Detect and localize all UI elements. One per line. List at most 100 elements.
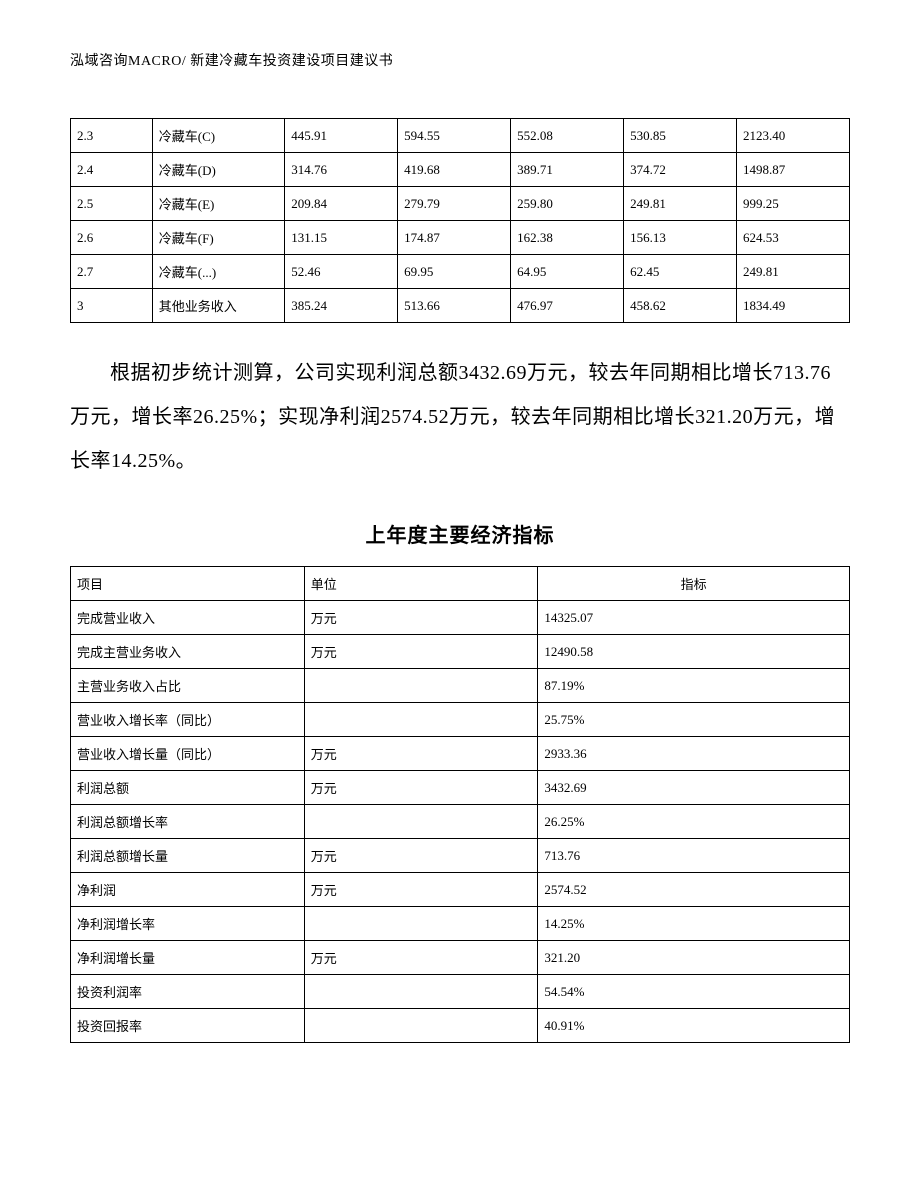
table-row: 完成主营业务收入万元12490.58 — [71, 635, 850, 669]
table-row: 投资利润率 54.54% — [71, 975, 850, 1009]
table-cell: 26.25% — [538, 805, 850, 839]
table-cell — [304, 669, 538, 703]
economic-indicators-table: 项目 单位 指标 完成营业收入万元14325.07完成主营业务收入万元12490… — [70, 566, 850, 1043]
table-cell: 419.68 — [398, 153, 511, 187]
table-cell: 314.76 — [285, 153, 398, 187]
table-cell: 14.25% — [538, 907, 850, 941]
column-header-item: 项目 — [71, 567, 305, 601]
table-cell: 利润总额增长量 — [71, 839, 305, 873]
table-cell: 52.46 — [285, 255, 398, 289]
table-cell: 主营业务收入占比 — [71, 669, 305, 703]
table-cell: 净利润增长量 — [71, 941, 305, 975]
product-revenue-table: 2.3冷藏车(C)445.91594.55552.08530.852123.40… — [70, 118, 850, 323]
table-cell: 209.84 — [285, 187, 398, 221]
table-cell: 其他业务收入 — [152, 289, 284, 323]
table-row: 利润总额万元3432.69 — [71, 771, 850, 805]
table-cell: 999.25 — [737, 187, 850, 221]
table-cell: 12490.58 — [538, 635, 850, 669]
table-cell: 万元 — [304, 635, 538, 669]
table-cell: 万元 — [304, 873, 538, 907]
table-cell: 净利润增长率 — [71, 907, 305, 941]
table-cell: 458.62 — [624, 289, 737, 323]
table-row: 营业收入增长量（同比）万元2933.36 — [71, 737, 850, 771]
table-cell: 476.97 — [511, 289, 624, 323]
table-cell: 54.54% — [538, 975, 850, 1009]
table-row: 利润总额增长量万元713.76 — [71, 839, 850, 873]
table-cell: 713.76 — [538, 839, 850, 873]
table-row: 净利润万元2574.52 — [71, 873, 850, 907]
table-cell: 25.75% — [538, 703, 850, 737]
table-row: 净利润增长量万元321.20 — [71, 941, 850, 975]
page-header: 泓域咨询MACRO/ 新建冷藏车投资建设项目建议书 — [70, 50, 850, 70]
table-cell: 64.95 — [511, 255, 624, 289]
table-cell: 冷藏车(F) — [152, 221, 284, 255]
table-row: 2.3冷藏车(C)445.91594.55552.08530.852123.40 — [71, 119, 850, 153]
section-title: 上年度主要经济指标 — [70, 519, 850, 548]
table-cell: 2.3 — [71, 119, 153, 153]
table-cell — [304, 805, 538, 839]
table-cell: 完成主营业务收入 — [71, 635, 305, 669]
table-row: 利润总额增长率26.25% — [71, 805, 850, 839]
table-cell: 营业收入增长量（同比） — [71, 737, 305, 771]
table-header-row: 项目 单位 指标 — [71, 567, 850, 601]
table-cell — [304, 975, 538, 1009]
table-cell: 2.4 — [71, 153, 153, 187]
table-cell: 321.20 — [538, 941, 850, 975]
table-cell: 2123.40 — [737, 119, 850, 153]
table-cell: 万元 — [304, 601, 538, 635]
table-row: 主营业务收入占比 87.19% — [71, 669, 850, 703]
table-cell: 69.95 — [398, 255, 511, 289]
table-cell: 552.08 — [511, 119, 624, 153]
table-cell: 87.19% — [538, 669, 850, 703]
column-header-unit: 单位 — [304, 567, 538, 601]
table-cell: 2574.52 — [538, 873, 850, 907]
table-cell: 冷藏车(C) — [152, 119, 284, 153]
table-cell — [304, 907, 538, 941]
table-cell: 594.55 — [398, 119, 511, 153]
table-cell: 279.79 — [398, 187, 511, 221]
table-cell: 156.13 — [624, 221, 737, 255]
table-cell: 249.81 — [624, 187, 737, 221]
table-cell: 162.38 — [511, 221, 624, 255]
table-cell: 营业收入增长率（同比） — [71, 703, 305, 737]
table-row: 3其他业务收入385.24513.66476.97458.621834.49 — [71, 289, 850, 323]
table-row: 2.4冷藏车(D)314.76419.68389.71374.721498.87 — [71, 153, 850, 187]
table-cell: 3 — [71, 289, 153, 323]
table-cell: 1834.49 — [737, 289, 850, 323]
table-cell: 投资回报率 — [71, 1009, 305, 1043]
table-cell — [304, 703, 538, 737]
table-cell: 624.53 — [737, 221, 850, 255]
table-cell: 万元 — [304, 737, 538, 771]
table-cell: 投资利润率 — [71, 975, 305, 1009]
table-cell: 利润总额 — [71, 771, 305, 805]
table-row: 营业收入增长率（同比） 25.75% — [71, 703, 850, 737]
table-cell: 385.24 — [285, 289, 398, 323]
summary-paragraph: 根据初步统计测算，公司实现利润总额3432.69万元，较去年同期相比增长713.… — [70, 351, 850, 483]
table-cell: 万元 — [304, 839, 538, 873]
table-cell: 万元 — [304, 941, 538, 975]
table-cell: 14325.07 — [538, 601, 850, 635]
table-cell: 2.7 — [71, 255, 153, 289]
table-row: 净利润增长率 14.25% — [71, 907, 850, 941]
table-cell: 62.45 — [624, 255, 737, 289]
table-cell: 2.5 — [71, 187, 153, 221]
table-cell: 131.15 — [285, 221, 398, 255]
header-text: 泓域咨询MACRO/ 新建冷藏车投资建设项目建议书 — [70, 54, 393, 69]
table-row: 2.6冷藏车(F)131.15174.87162.38156.13624.53 — [71, 221, 850, 255]
table-cell: 3432.69 — [538, 771, 850, 805]
table-cell: 259.80 — [511, 187, 624, 221]
table-cell: 174.87 — [398, 221, 511, 255]
table-cell: 净利润 — [71, 873, 305, 907]
table-cell: 249.81 — [737, 255, 850, 289]
table-row: 2.5冷藏车(E)209.84279.79259.80249.81999.25 — [71, 187, 850, 221]
table-row: 投资回报率40.91% — [71, 1009, 850, 1043]
section-title-text: 上年度主要经济指标 — [366, 525, 555, 547]
table-row: 完成营业收入万元14325.07 — [71, 601, 850, 635]
table-cell: 2.6 — [71, 221, 153, 255]
table-cell — [304, 1009, 538, 1043]
paragraph-text: 根据初步统计测算，公司实现利润总额3432.69万元，较去年同期相比增长713.… — [70, 362, 835, 472]
table-cell: 2933.36 — [538, 737, 850, 771]
table-cell: 1498.87 — [737, 153, 850, 187]
table-row: 2.7冷藏车(...)52.4669.9564.9562.45249.81 — [71, 255, 850, 289]
table-cell: 冷藏车(D) — [152, 153, 284, 187]
